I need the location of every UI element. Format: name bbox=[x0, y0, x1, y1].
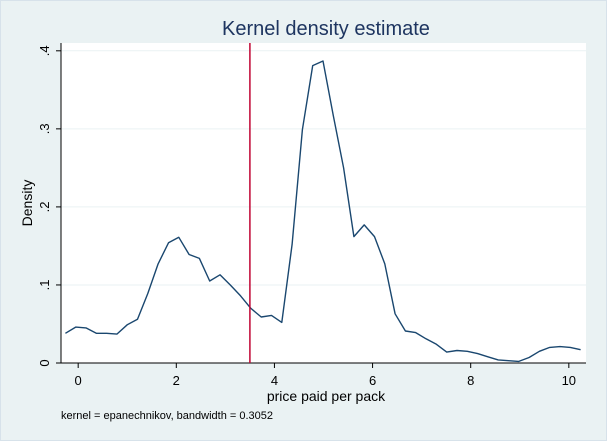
plot-area bbox=[61, 43, 586, 363]
y-tick-label: .4 bbox=[37, 45, 52, 56]
y-tick-label: 0 bbox=[37, 359, 52, 366]
y-tick-label: .1 bbox=[37, 280, 52, 291]
x-tick-label: 6 bbox=[369, 373, 376, 388]
x-tick-label: 2 bbox=[173, 373, 180, 388]
x-axis-title: price paid per pack bbox=[267, 388, 386, 404]
x-tick-label: 0 bbox=[75, 373, 82, 388]
density-line bbox=[65, 60, 581, 363]
y-tick-label: .2 bbox=[37, 201, 52, 212]
y-tick-label: .3 bbox=[37, 123, 52, 134]
x-tick-label: 4 bbox=[271, 373, 278, 388]
series-layer bbox=[65, 43, 581, 363]
chart-title: Kernel density estimate bbox=[222, 18, 430, 40]
axes: 0 .1 .2 .3 .4 0 2 4 6 8 10 bbox=[37, 43, 586, 388]
gridlines bbox=[61, 50, 586, 286]
x-tick-label: 8 bbox=[467, 373, 474, 388]
x-tick-label: 10 bbox=[562, 373, 576, 388]
y-axis-title: Density bbox=[19, 180, 35, 227]
kernel-note: kernel = epanechnikov, bandwidth = 0.305… bbox=[61, 410, 273, 422]
